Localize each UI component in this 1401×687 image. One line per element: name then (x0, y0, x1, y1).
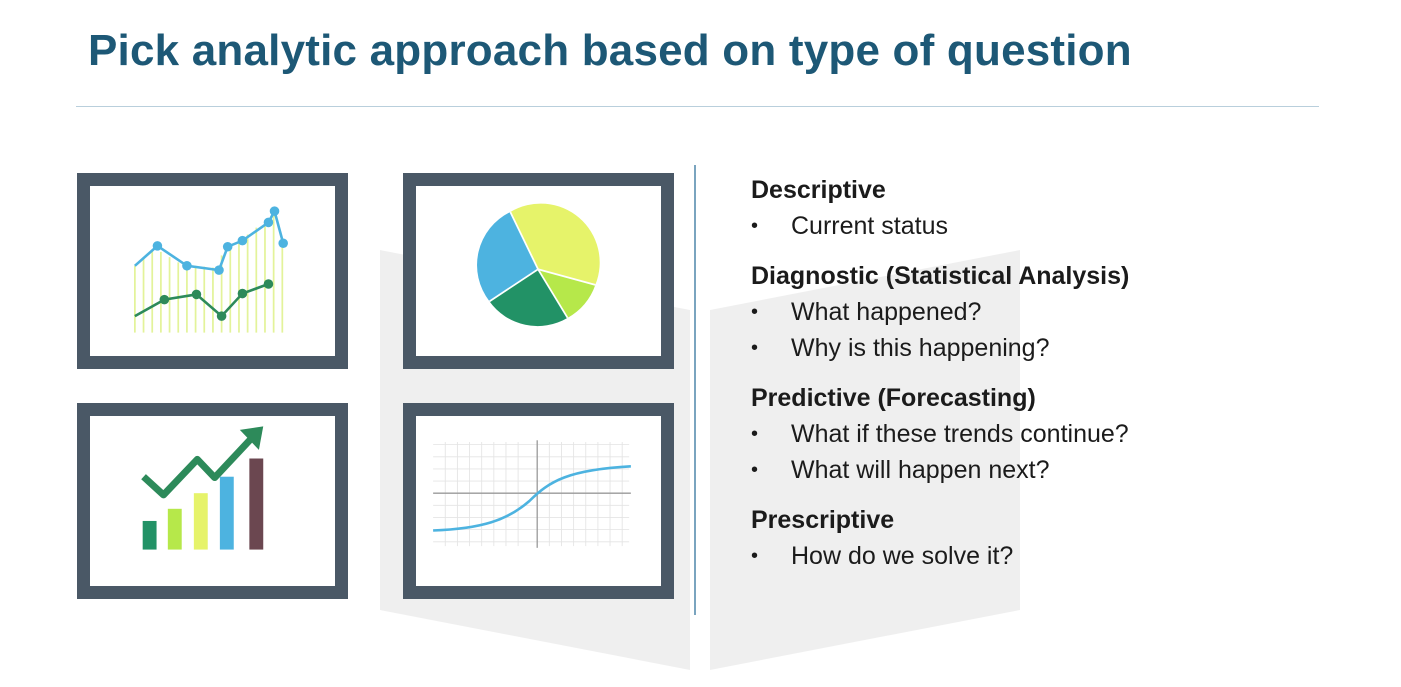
bar-chart-trend-icon (141, 426, 264, 550)
title-divider (76, 106, 1319, 107)
bullet-item: Current status (751, 208, 1371, 244)
bullet-list: Current status (751, 208, 1371, 244)
bullet-item: What happened? (751, 294, 1371, 330)
section-descriptive: Descriptive Current status (751, 172, 1371, 244)
line-chart-illustration (77, 173, 348, 369)
bar-chart-illustration (77, 403, 348, 599)
bullet-list: How do we solve it? (751, 538, 1371, 574)
bullet-list: What if these trends continue? What will… (751, 416, 1371, 488)
pie-chart-icon (477, 203, 600, 327)
section-heading: Prescriptive (751, 506, 895, 534)
section-prescriptive: Prescriptive How do we solve it? (751, 502, 1371, 574)
section-heading: Diagnostic (Statistical Analysis) (751, 262, 1130, 290)
section-diagnostic: Diagnostic (Statistical Analysis) What h… (751, 258, 1371, 366)
bullet-list: What happened? Why is this happening? (751, 294, 1371, 366)
s-curve-graph-icon (433, 440, 631, 548)
section-heading: Descriptive (751, 176, 886, 204)
slide-title: Pick analytic approach based on type of … (88, 26, 1132, 75)
vertical-divider (694, 165, 696, 615)
bullet-item: How do we solve it? (751, 538, 1371, 574)
line-chart-icon (134, 206, 288, 333)
bullet-item: Why is this happening? (751, 330, 1371, 366)
bullet-item: What will happen next? (751, 452, 1371, 488)
section-heading: Predictive (Forecasting) (751, 384, 1036, 412)
s-curve-graph-illustration (403, 403, 674, 599)
bullet-item: What if these trends continue? (751, 416, 1371, 452)
section-predictive: Predictive (Forecasting) What if these t… (751, 380, 1371, 488)
pie-chart-illustration (403, 173, 674, 369)
approach-sections: Descriptive Current status Diagnostic (S… (751, 172, 1371, 588)
